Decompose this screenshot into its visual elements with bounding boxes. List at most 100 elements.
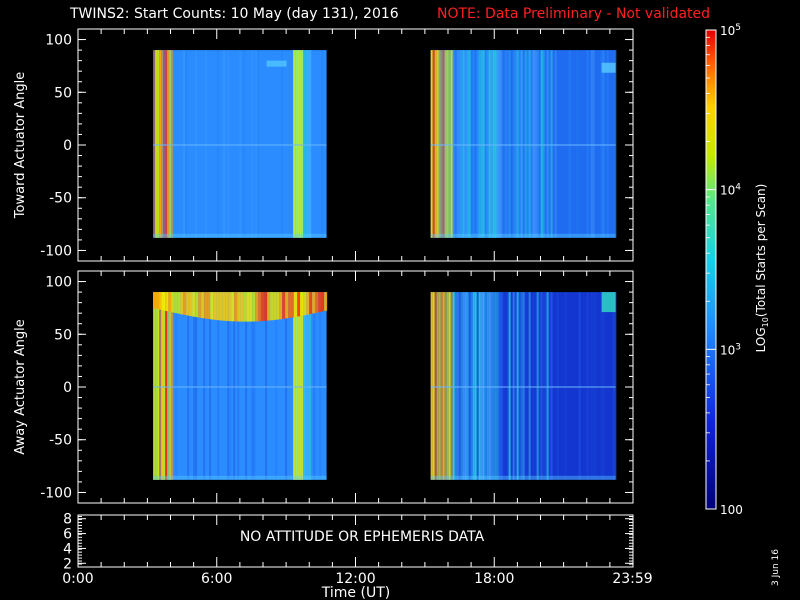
high-angle-band [213, 292, 217, 320]
y-tick-label: 8 [63, 512, 72, 528]
bright-patch [266, 60, 287, 67]
heatmap-column [281, 50, 284, 238]
high-angle-band [267, 292, 271, 321]
y-tick-label: 50 [54, 327, 72, 343]
y-tick-label: -100 [40, 485, 72, 501]
heatmap-column [510, 50, 513, 238]
heatmap-column [520, 292, 523, 480]
high-angle-band [309, 292, 313, 315]
heatmap-column [546, 292, 549, 480]
colorbar-gradient [705, 29, 717, 510]
heatmap-column [500, 292, 503, 480]
y-tick-label: 0 [63, 138, 72, 154]
high-angle-band [258, 292, 262, 322]
high-angle-band [279, 292, 283, 320]
heatmap-column [167, 292, 170, 480]
heatmap-column [251, 292, 254, 480]
high-angle-band [177, 292, 181, 314]
heatmap-column [462, 50, 465, 238]
heatmap-column [458, 292, 461, 480]
heatmap-column [602, 50, 605, 238]
heatmap-column [440, 292, 443, 480]
heatmap-column [165, 292, 168, 480]
high-angle-band [282, 292, 286, 319]
heatmap-column [458, 50, 461, 238]
edge-band [153, 475, 327, 480]
high-angle-band [219, 292, 223, 321]
heatmap-column [301, 50, 304, 238]
heatmap-column [187, 292, 190, 480]
heatmap-column [454, 50, 457, 238]
heatmap-column [239, 50, 242, 238]
heatmap-column [189, 50, 192, 238]
high-angle-band [186, 292, 190, 316]
x-tick-label: 23:59 [612, 571, 652, 587]
heatmap-column [436, 292, 439, 480]
heatmap-column [600, 50, 603, 238]
heatmap-column [452, 50, 455, 238]
heatmap-column [293, 50, 296, 238]
y-tick-label: -50 [49, 191, 72, 207]
heatmap-column [436, 50, 439, 238]
heatmap-column [243, 50, 246, 238]
heatmap-column [265, 292, 268, 480]
heatmap-column [171, 292, 174, 480]
high-angle-band [189, 292, 193, 317]
heatmap-column [494, 50, 497, 238]
no-data-annotation: NO ATTITUDE OR EPHEMERIS DATA [240, 529, 485, 545]
heatmap-column [215, 50, 218, 238]
heatmap-column [522, 292, 525, 480]
heatmap-column [478, 292, 481, 480]
heatmap-column [600, 292, 603, 480]
heatmap-column [460, 50, 463, 238]
heatmap-column [510, 292, 513, 480]
heatmap-column [474, 50, 477, 238]
high-angle-band [204, 292, 208, 319]
heatmap-column [295, 292, 298, 480]
heatmap-column [548, 292, 551, 480]
heatmap-column [155, 292, 158, 480]
heatmap-column [255, 50, 258, 238]
heatmap-column [301, 292, 304, 480]
high-angle-band [249, 292, 253, 322]
heatmap-column [303, 50, 306, 238]
heatmap-column [540, 50, 543, 238]
heatmap-column [169, 292, 172, 480]
heatmap-column [251, 50, 254, 238]
heatmap-column [460, 292, 463, 480]
heatmap-column [442, 292, 445, 480]
heatmap-column [472, 50, 475, 238]
heatmap-column [165, 50, 168, 238]
heatmap-column [450, 50, 453, 238]
high-angle-band [297, 292, 301, 317]
heatmap-column [606, 50, 609, 238]
high-angle-band [183, 292, 187, 315]
heatmap-column [564, 292, 567, 480]
heatmap-column [592, 50, 595, 238]
colorbar-label: LOG10(Total Starts per Scan) [754, 184, 770, 353]
heatmap-column [534, 292, 537, 480]
high-angle-band [270, 292, 274, 321]
heatmap-column [253, 292, 256, 480]
heatmap-column [169, 50, 172, 238]
heatmap-column [592, 292, 595, 480]
heatmap-column [478, 50, 481, 238]
high-angle-band [180, 292, 184, 315]
heatmap-column [516, 50, 519, 238]
heatmap-column [153, 292, 156, 480]
zero-angle-band [430, 144, 616, 146]
title-text: TWINS2: Start Counts: 10 May (day 131), … [70, 6, 399, 22]
heatmap-column [506, 292, 509, 480]
zero-angle-band [430, 386, 616, 388]
panel-toward: 100 50 0 -50 -100 Toward Actuator Angle [13, 28, 634, 262]
corner-patch [601, 292, 616, 313]
heatmap-column [612, 292, 615, 480]
heatmap-column [486, 292, 489, 480]
heatmap-column [446, 50, 449, 238]
heatmap-column [538, 292, 541, 480]
heatmap-column [321, 50, 324, 238]
heatmap-column [506, 50, 509, 238]
heatmap-column [444, 50, 447, 238]
heatmap-column [550, 50, 553, 238]
heatmap-column [275, 292, 278, 480]
